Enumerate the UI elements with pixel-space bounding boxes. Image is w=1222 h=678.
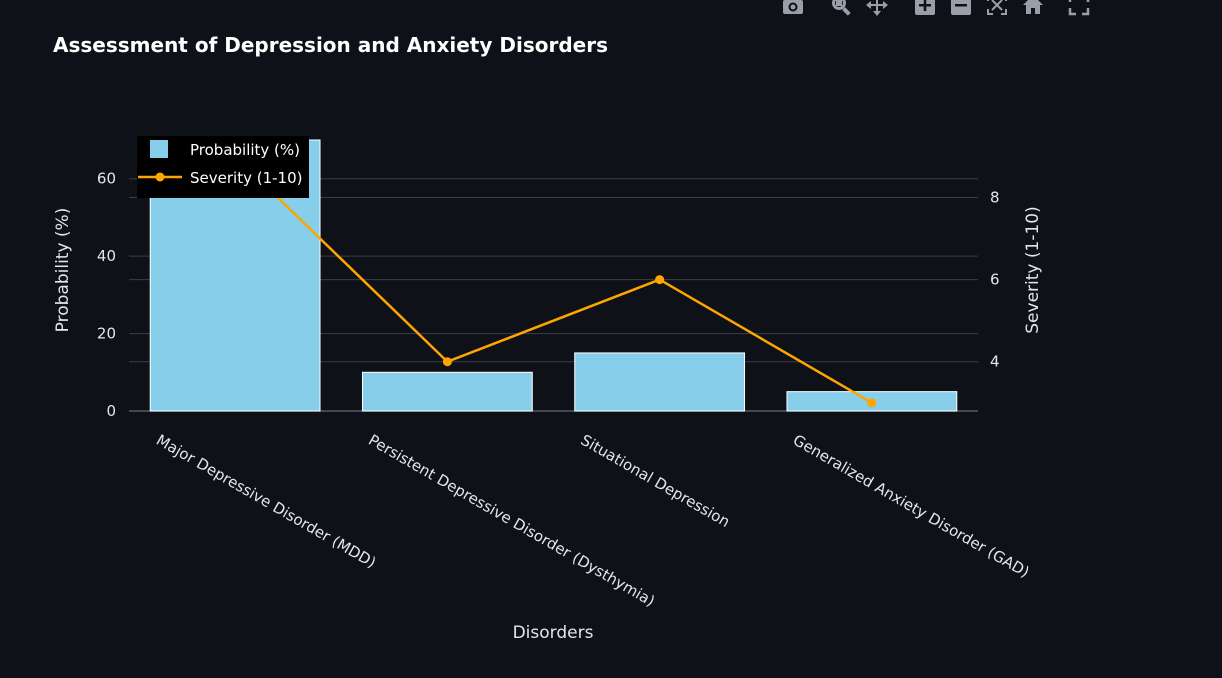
legend-line-marker: [155, 172, 165, 182]
legend[interactable]: Probability (%) Severity (1-10): [137, 136, 309, 198]
legend-label: Probability (%): [190, 141, 300, 159]
legend-bar-swatch: [150, 140, 168, 158]
severity-point: [655, 275, 665, 285]
bar: [361, 371, 533, 412]
y-tick-label: 40: [97, 247, 116, 265]
y-tick-label: 0: [106, 402, 116, 420]
y-tick-label: 60: [97, 170, 116, 188]
x-axis-title: Disorders: [513, 623, 594, 643]
y2-tick-label: 6: [990, 271, 1000, 289]
zoom-out-icon[interactable]: [950, 0, 972, 16]
zoom-icon[interactable]: [830, 0, 852, 16]
x-tick-label: Generalized Anxiety Disorder (GAD): [790, 431, 1033, 581]
legend-label: Severity (1-10): [190, 169, 302, 187]
severity-point: [867, 398, 877, 408]
chart-title: Assessment of Depression and Anxiety Dis…: [53, 33, 608, 57]
severity-point: [442, 357, 452, 367]
home-icon[interactable]: [1022, 0, 1044, 16]
y2-tick-label: 4: [990, 353, 1000, 371]
y-axis-title: Probability (%): [53, 208, 73, 333]
modebar: [780, 0, 1100, 18]
y2-axis-title: Severity (1-10): [1023, 206, 1043, 333]
pan-icon[interactable]: [866, 0, 888, 16]
y-tick-label: 20: [97, 325, 116, 343]
x-tick-label: Major Depressive Disorder (MDD): [153, 431, 379, 572]
autoscale-icon[interactable]: [986, 0, 1008, 16]
camera-icon[interactable]: [782, 0, 804, 16]
bar: [574, 352, 746, 412]
zoom-in-icon[interactable]: [914, 0, 936, 16]
y2-tick-label: 8: [990, 188, 1000, 206]
severity-line: [234, 155, 873, 404]
x-tick-label: Situational Depression: [578, 431, 733, 531]
